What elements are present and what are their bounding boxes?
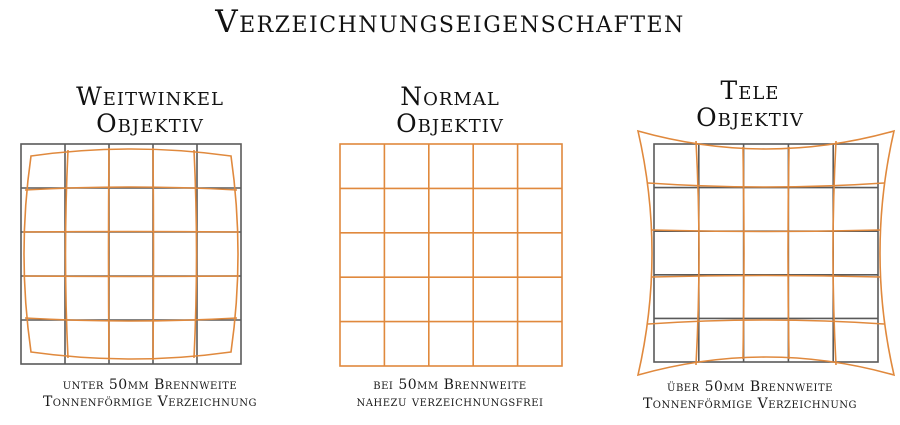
panel-heading-line1: Tele [720, 76, 780, 105]
panel-caption-line2: Tonnenförmige Verzeichnung [42, 394, 258, 410]
panel-heading-line1: Normal [400, 82, 500, 111]
no-distortion-diagram [339, 143, 563, 367]
reference-grid [653, 143, 879, 363]
panel-heading-line2: Objektiv [96, 109, 204, 138]
panel-heading-line1: Weitwinkel [76, 82, 224, 111]
reference-grid [20, 143, 242, 365]
panel-caption-line2: nahezu verzeichnungsfrei [356, 394, 544, 410]
panel-normal: Normal Objektiv bei 50mm Brennweite nahe… [300, 0, 600, 425]
panel-caption-line1: bei 50mm Brennweite [373, 377, 527, 393]
barrel-distortion-diagram [20, 143, 242, 365]
barrel-distortion-grid [22, 147, 240, 361]
panel-heading-line2: Objektiv [396, 109, 504, 138]
page-title: Verzeichnungseigenschaften [215, 4, 685, 40]
panel-heading-line2: Objektiv [696, 103, 804, 132]
panel-tele: Tele Objektiv über 50mm Brennweite Tonne… [600, 0, 900, 425]
panel-wide-angle: Weitwinkel Objektiv unter 50mm Brennweit… [0, 0, 300, 425]
undistorted-grid [339, 143, 563, 367]
panel-caption-line1: unter 50mm Brennweite [62, 377, 238, 393]
panel-caption-line1: über 50mm Brennweite [667, 379, 833, 395]
pincushion-distortion-diagram [636, 129, 896, 377]
panel-caption-line2: Tonnenförmige Verzeichnung [642, 396, 858, 412]
pincushion-distortion-grid [636, 129, 896, 377]
